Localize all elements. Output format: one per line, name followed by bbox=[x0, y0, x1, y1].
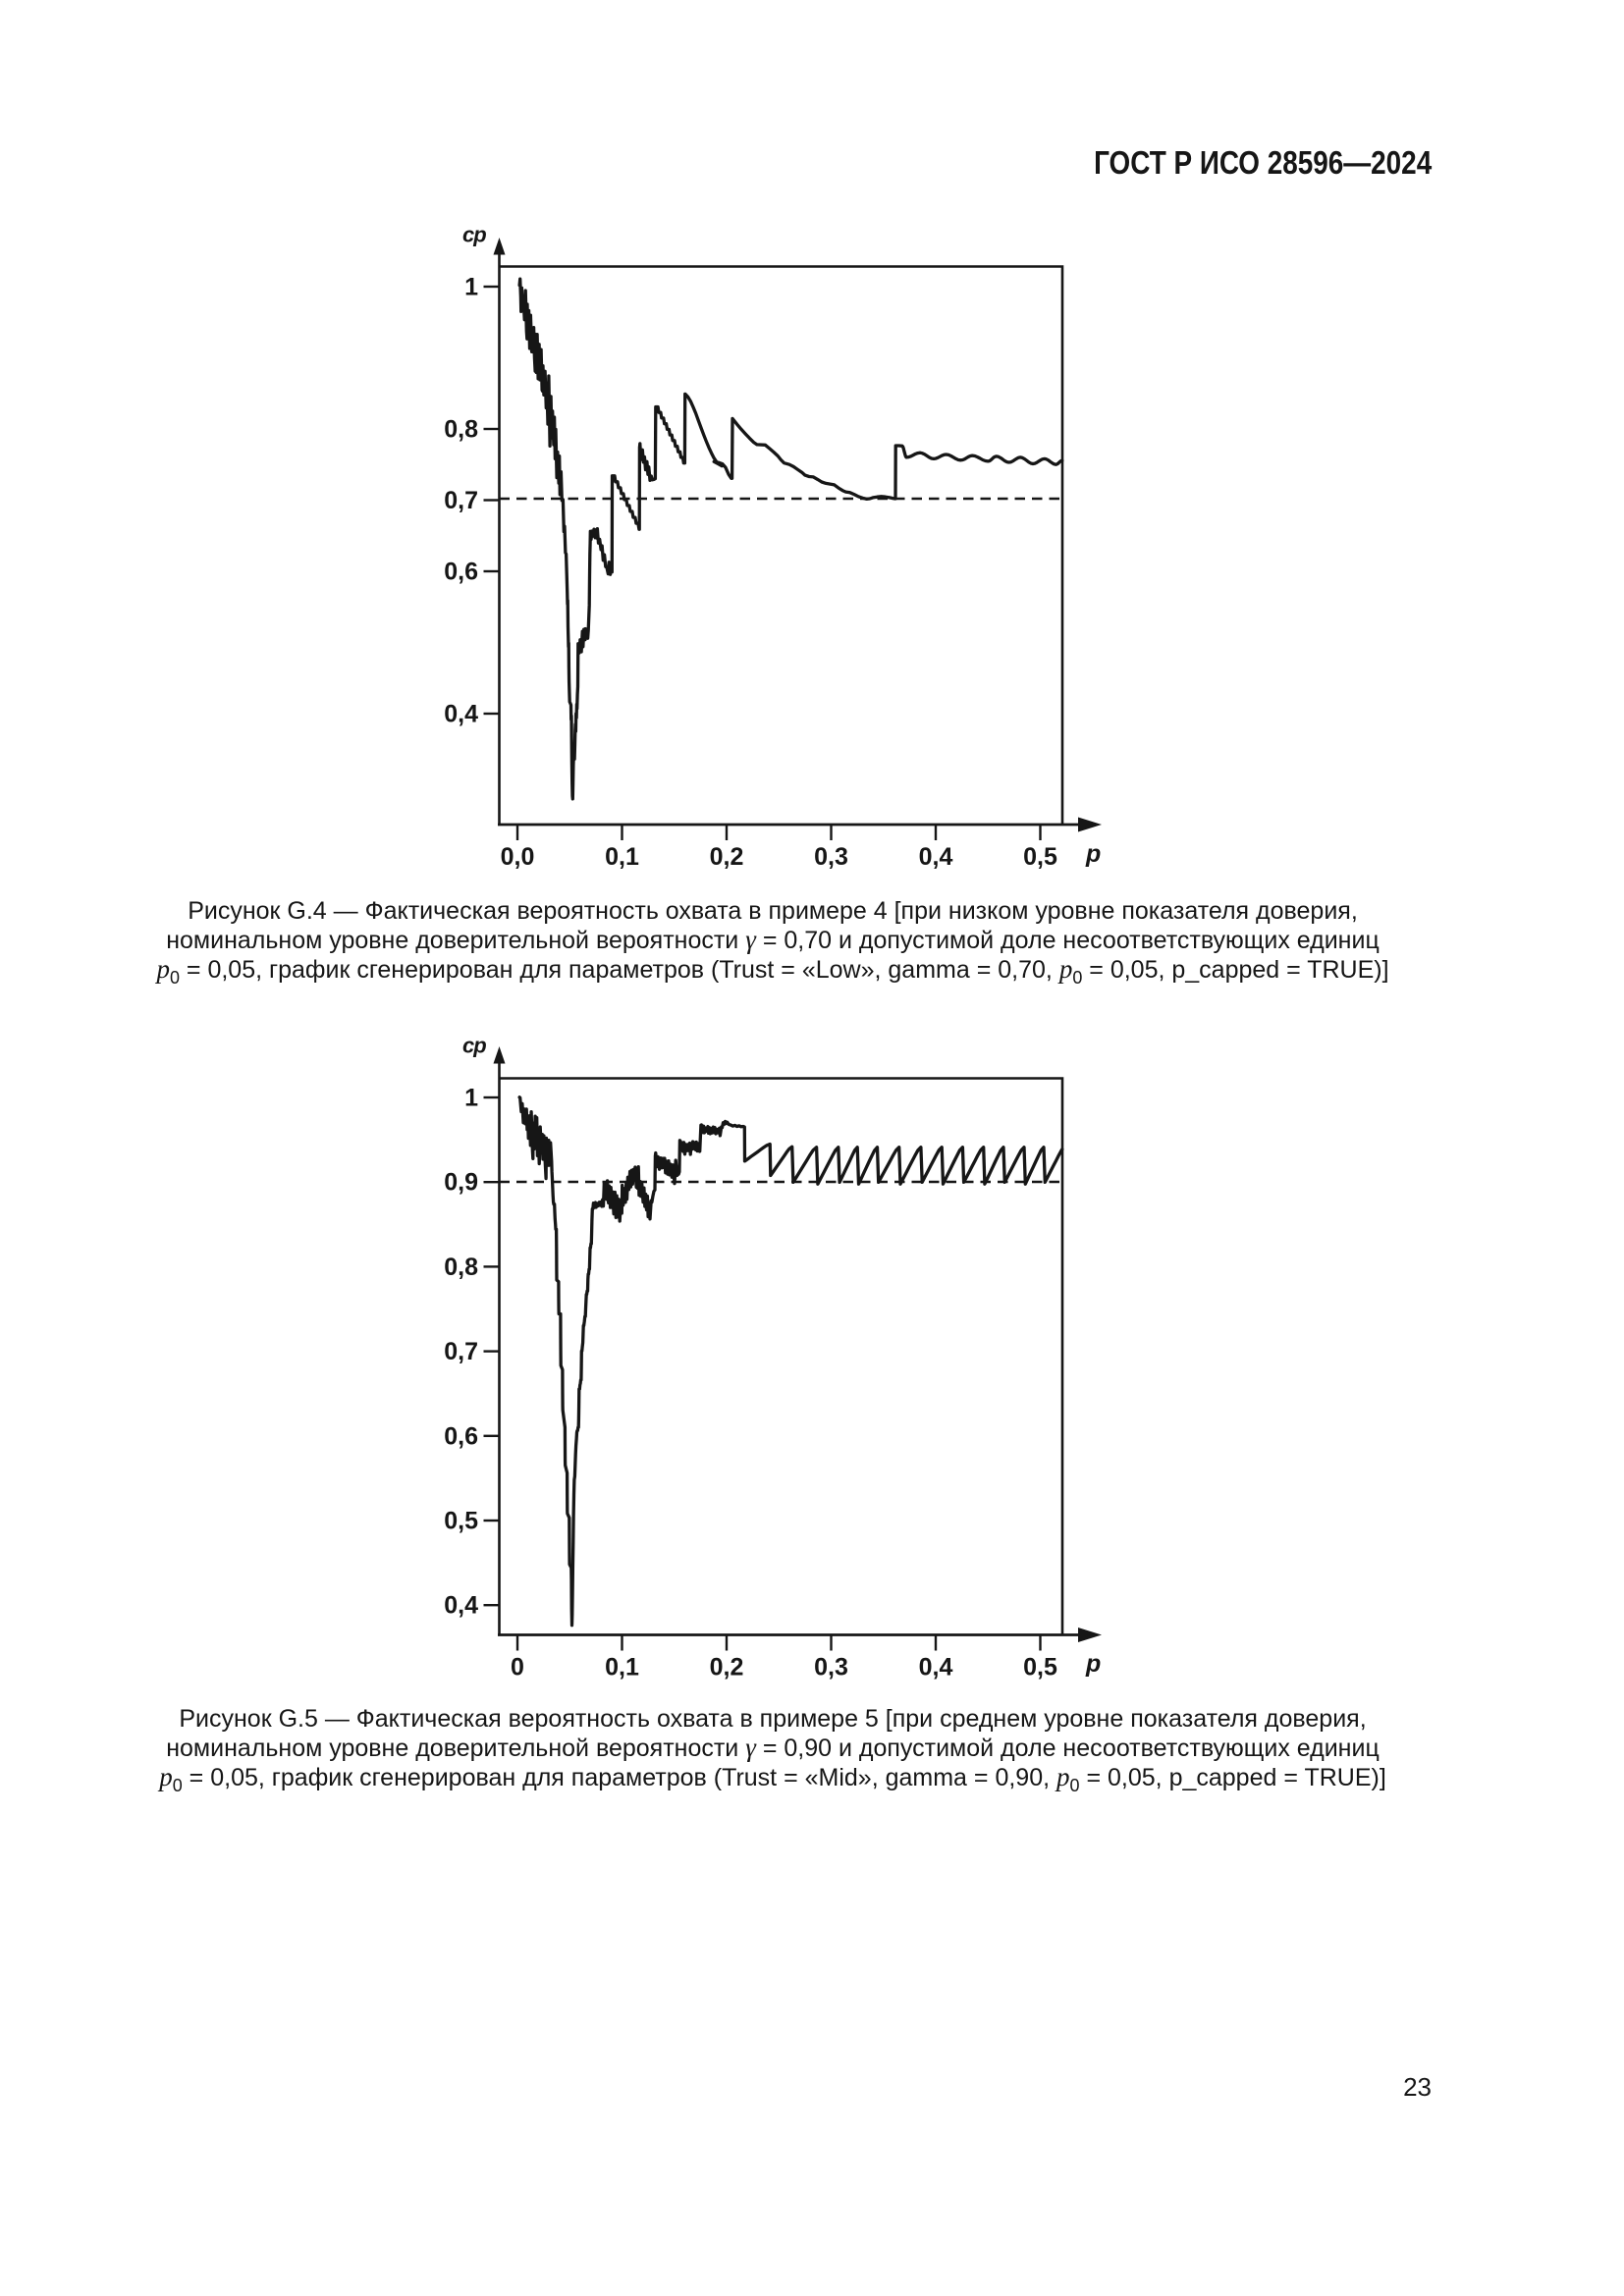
svg-text:0,4: 0,4 bbox=[919, 843, 953, 871]
svg-text:0,3: 0,3 bbox=[814, 1654, 848, 1682]
svg-text:0,4: 0,4 bbox=[444, 1592, 478, 1620]
svg-text:0,2: 0,2 bbox=[710, 843, 744, 871]
svg-text:0,6: 0,6 bbox=[444, 1422, 478, 1450]
svg-text:cp: cp bbox=[462, 1034, 486, 1058]
svg-text:0,4: 0,4 bbox=[919, 1654, 953, 1682]
svg-text:0,8: 0,8 bbox=[444, 416, 478, 444]
svg-text:0,6: 0,6 bbox=[444, 559, 478, 586]
svg-text:p: p bbox=[1085, 1650, 1101, 1678]
svg-text:0: 0 bbox=[511, 1654, 524, 1682]
svg-text:1: 1 bbox=[464, 1085, 478, 1112]
svg-text:0,1: 0,1 bbox=[605, 1654, 639, 1682]
svg-text:0,9: 0,9 bbox=[444, 1169, 478, 1197]
svg-text:0,7: 0,7 bbox=[444, 487, 478, 514]
svg-text:0,3: 0,3 bbox=[814, 843, 848, 871]
svg-text:cp: cp bbox=[462, 223, 486, 247]
svg-text:0,0: 0,0 bbox=[501, 843, 535, 871]
svg-text:0,2: 0,2 bbox=[710, 1654, 744, 1682]
svg-text:1: 1 bbox=[464, 274, 478, 301]
svg-text:0,7: 0,7 bbox=[444, 1338, 478, 1365]
svg-text:p: p bbox=[1085, 840, 1101, 868]
svg-text:0,8: 0,8 bbox=[444, 1254, 478, 1281]
svg-text:0,1: 0,1 bbox=[605, 843, 639, 871]
svg-text:0,4: 0,4 bbox=[444, 701, 478, 728]
svg-text:0,5: 0,5 bbox=[1023, 843, 1057, 871]
svg-text:0,5: 0,5 bbox=[444, 1508, 478, 1535]
svg-text:0,5: 0,5 bbox=[1023, 1654, 1057, 1682]
